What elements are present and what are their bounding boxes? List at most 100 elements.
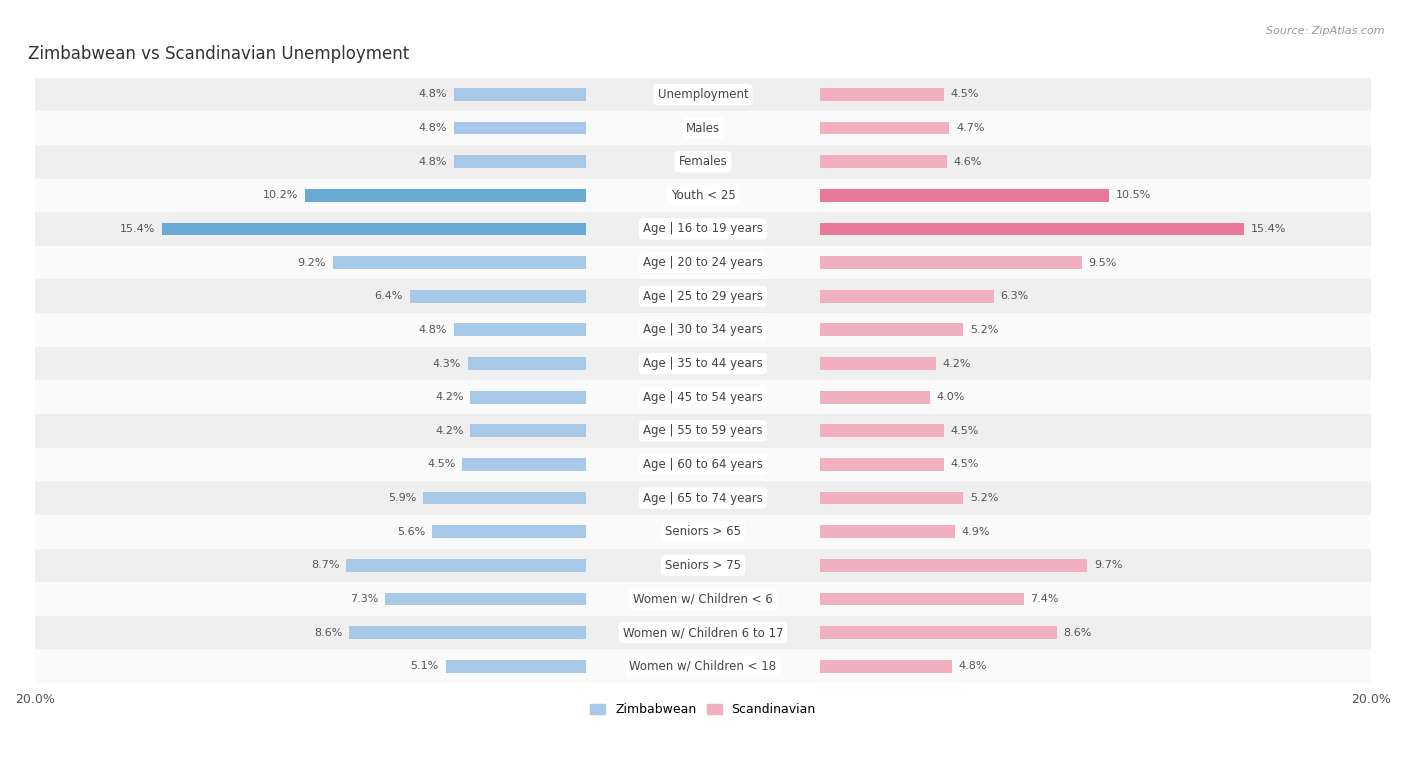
Text: 9.7%: 9.7% — [1094, 560, 1122, 570]
Text: 9.2%: 9.2% — [298, 257, 326, 268]
Text: Women w/ Children < 6: Women w/ Children < 6 — [633, 593, 773, 606]
Bar — [35, 212, 1371, 246]
Text: Age | 30 to 34 years: Age | 30 to 34 years — [643, 323, 763, 336]
Text: Age | 16 to 19 years: Age | 16 to 19 years — [643, 223, 763, 235]
Bar — [305, 189, 586, 202]
Text: Age | 55 to 59 years: Age | 55 to 59 years — [643, 424, 763, 438]
Text: 4.2%: 4.2% — [942, 359, 970, 369]
Bar — [35, 246, 1371, 279]
Text: 4.2%: 4.2% — [436, 392, 464, 402]
Text: Seniors > 65: Seniors > 65 — [665, 525, 741, 538]
Text: 6.3%: 6.3% — [1000, 291, 1028, 301]
Bar — [820, 559, 1087, 572]
Bar — [454, 155, 586, 168]
Bar — [820, 425, 943, 438]
Bar — [820, 593, 1024, 606]
Text: 4.8%: 4.8% — [419, 123, 447, 133]
Bar — [820, 256, 1081, 269]
Bar — [35, 313, 1371, 347]
Text: Males: Males — [686, 122, 720, 135]
Bar — [820, 290, 994, 303]
Text: Age | 65 to 74 years: Age | 65 to 74 years — [643, 491, 763, 505]
Text: 15.4%: 15.4% — [120, 224, 155, 234]
Text: 8.7%: 8.7% — [311, 560, 340, 570]
Text: 7.4%: 7.4% — [1031, 594, 1059, 604]
Bar — [35, 515, 1371, 549]
Bar — [346, 559, 586, 572]
Bar — [454, 88, 586, 101]
Bar — [423, 492, 586, 504]
Text: 4.5%: 4.5% — [950, 459, 979, 469]
Bar — [385, 593, 586, 606]
Bar — [463, 458, 586, 471]
Text: Zimbabwean vs Scandinavian Unemployment: Zimbabwean vs Scandinavian Unemployment — [28, 45, 409, 64]
Bar — [35, 279, 1371, 313]
Bar — [820, 155, 946, 168]
Bar — [471, 391, 586, 403]
Text: 4.7%: 4.7% — [956, 123, 984, 133]
Bar — [820, 492, 963, 504]
Text: 15.4%: 15.4% — [1251, 224, 1286, 234]
Text: 4.9%: 4.9% — [962, 527, 990, 537]
Text: Women w/ Children 6 to 17: Women w/ Children 6 to 17 — [623, 626, 783, 639]
Text: 4.8%: 4.8% — [419, 325, 447, 335]
Bar — [35, 549, 1371, 582]
Bar — [333, 256, 586, 269]
Bar — [820, 323, 963, 336]
Text: 4.0%: 4.0% — [936, 392, 965, 402]
Bar — [35, 582, 1371, 615]
Legend: Zimbabwean, Scandinavian: Zimbabwean, Scandinavian — [585, 698, 821, 721]
Text: 4.2%: 4.2% — [436, 425, 464, 436]
Bar — [454, 323, 586, 336]
Bar — [35, 414, 1371, 447]
Text: 4.8%: 4.8% — [419, 89, 447, 99]
Text: 4.8%: 4.8% — [419, 157, 447, 167]
Text: Age | 60 to 64 years: Age | 60 to 64 years — [643, 458, 763, 471]
Bar — [35, 481, 1371, 515]
Bar — [820, 189, 1109, 202]
Text: Seniors > 75: Seniors > 75 — [665, 559, 741, 572]
Text: Unemployment: Unemployment — [658, 88, 748, 101]
Text: Age | 25 to 29 years: Age | 25 to 29 years — [643, 290, 763, 303]
Text: 8.6%: 8.6% — [314, 628, 343, 637]
Text: Age | 45 to 54 years: Age | 45 to 54 years — [643, 391, 763, 403]
Text: 5.2%: 5.2% — [970, 493, 998, 503]
Bar — [35, 447, 1371, 481]
Bar — [454, 122, 586, 135]
Bar — [409, 290, 586, 303]
Text: 9.5%: 9.5% — [1088, 257, 1116, 268]
Bar — [471, 425, 586, 438]
Bar — [820, 458, 943, 471]
Text: 4.8%: 4.8% — [959, 661, 987, 671]
Text: 7.3%: 7.3% — [350, 594, 378, 604]
Text: Source: ZipAtlas.com: Source: ZipAtlas.com — [1267, 26, 1385, 36]
Text: Females: Females — [679, 155, 727, 168]
Bar — [35, 650, 1371, 683]
Bar — [35, 145, 1371, 179]
Bar — [820, 88, 943, 101]
Text: 4.5%: 4.5% — [427, 459, 456, 469]
Text: 5.2%: 5.2% — [970, 325, 998, 335]
Bar — [35, 615, 1371, 650]
Bar — [820, 122, 949, 135]
Bar — [820, 626, 1057, 639]
Bar — [35, 179, 1371, 212]
Bar — [162, 223, 586, 235]
Text: 5.1%: 5.1% — [411, 661, 439, 671]
Bar — [820, 223, 1244, 235]
Bar — [820, 660, 952, 673]
Text: 4.5%: 4.5% — [950, 425, 979, 436]
Bar — [35, 380, 1371, 414]
Bar — [349, 626, 586, 639]
Text: 8.6%: 8.6% — [1063, 628, 1092, 637]
Bar — [35, 111, 1371, 145]
Bar — [820, 525, 955, 538]
Bar — [35, 347, 1371, 380]
Text: 5.6%: 5.6% — [396, 527, 425, 537]
Text: Youth < 25: Youth < 25 — [671, 188, 735, 202]
Text: 6.4%: 6.4% — [374, 291, 404, 301]
Text: 5.9%: 5.9% — [388, 493, 416, 503]
Text: 4.3%: 4.3% — [433, 359, 461, 369]
Bar — [35, 78, 1371, 111]
Bar — [446, 660, 586, 673]
